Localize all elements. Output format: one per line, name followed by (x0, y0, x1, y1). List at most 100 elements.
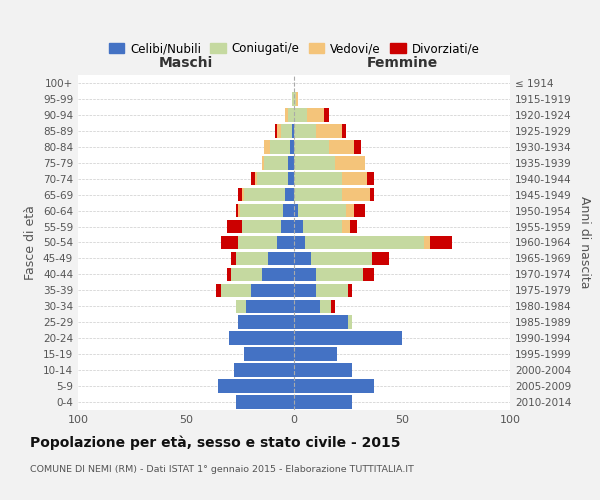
Bar (287, 156, 294, 170)
Bar (294, 92, 296, 106)
Bar (229, 332, 294, 345)
Bar (367, 172, 374, 186)
Bar (424, 236, 430, 250)
Bar (292, 124, 294, 138)
Bar (294, 395, 352, 409)
Bar (329, 140, 355, 153)
Bar (355, 140, 361, 153)
Text: Femmine: Femmine (367, 56, 437, 70)
Bar (268, 252, 294, 265)
Bar (287, 172, 294, 186)
Bar (294, 348, 337, 361)
Bar (238, 188, 242, 202)
Bar (236, 395, 294, 409)
Bar (283, 204, 294, 218)
Bar (227, 268, 232, 281)
Bar (238, 204, 240, 218)
Bar (287, 108, 294, 122)
Bar (320, 300, 331, 313)
Bar (292, 92, 294, 106)
Bar (275, 124, 277, 138)
Bar (232, 268, 262, 281)
Legend: Celibi/Nubili, Coniugati/e, Vedovi/e, Divorziati/e: Celibi/Nubili, Coniugati/e, Vedovi/e, Di… (104, 38, 484, 60)
Bar (232, 252, 236, 265)
Bar (341, 188, 370, 202)
Bar (294, 316, 348, 329)
Bar (294, 188, 341, 202)
Bar (363, 268, 374, 281)
Bar (296, 92, 298, 106)
Bar (277, 124, 281, 138)
Bar (341, 124, 346, 138)
Bar (238, 236, 277, 250)
Bar (316, 268, 363, 281)
Bar (370, 188, 374, 202)
Bar (350, 220, 356, 234)
Text: Popolazione per età, sesso e stato civile - 2015: Popolazione per età, sesso e stato civil… (30, 435, 401, 450)
Bar (244, 188, 286, 202)
Bar (294, 140, 329, 153)
Bar (294, 124, 316, 138)
Y-axis label: Anni di nascita: Anni di nascita (578, 196, 591, 289)
Bar (255, 172, 257, 186)
Bar (236, 204, 238, 218)
Bar (251, 172, 255, 186)
Bar (341, 220, 350, 234)
Bar (346, 204, 355, 218)
Bar (238, 316, 294, 329)
Bar (244, 348, 294, 361)
Bar (341, 172, 367, 186)
Bar (294, 300, 320, 313)
Bar (264, 140, 270, 153)
Bar (236, 252, 268, 265)
Bar (242, 220, 281, 234)
Y-axis label: Fasce di età: Fasce di età (25, 205, 37, 280)
Bar (286, 108, 287, 122)
Bar (240, 204, 283, 218)
Bar (277, 236, 294, 250)
Bar (331, 300, 335, 313)
Bar (335, 156, 365, 170)
Bar (294, 332, 402, 345)
Bar (294, 204, 298, 218)
Bar (251, 284, 294, 297)
Bar (227, 220, 242, 234)
Bar (307, 108, 324, 122)
Bar (348, 284, 352, 297)
Bar (372, 252, 389, 265)
Bar (316, 124, 341, 138)
Bar (355, 204, 365, 218)
Bar (233, 364, 294, 377)
Bar (305, 236, 424, 250)
Bar (430, 236, 452, 250)
Bar (294, 220, 302, 234)
Bar (290, 140, 294, 153)
Bar (281, 124, 292, 138)
Bar (294, 268, 316, 281)
Bar (218, 380, 294, 393)
Bar (270, 140, 290, 153)
Bar (294, 284, 316, 297)
Bar (324, 108, 329, 122)
Bar (257, 172, 287, 186)
Bar (294, 172, 341, 186)
Bar (247, 300, 294, 313)
Bar (221, 236, 238, 250)
Bar (221, 284, 251, 297)
Bar (294, 380, 374, 393)
Bar (286, 188, 294, 202)
Bar (294, 156, 335, 170)
Text: Maschi: Maschi (159, 56, 213, 70)
Bar (264, 156, 287, 170)
Bar (281, 220, 294, 234)
Bar (311, 252, 372, 265)
Text: COMUNE DI NEMI (RM) - Dati ISTAT 1° gennaio 2015 - Elaborazione TUTTITALIA.IT: COMUNE DI NEMI (RM) - Dati ISTAT 1° genn… (30, 465, 414, 474)
Bar (294, 364, 352, 377)
Bar (294, 108, 307, 122)
Bar (316, 284, 348, 297)
Bar (242, 188, 244, 202)
Bar (262, 268, 294, 281)
Bar (348, 316, 352, 329)
Bar (294, 252, 311, 265)
Bar (262, 156, 264, 170)
